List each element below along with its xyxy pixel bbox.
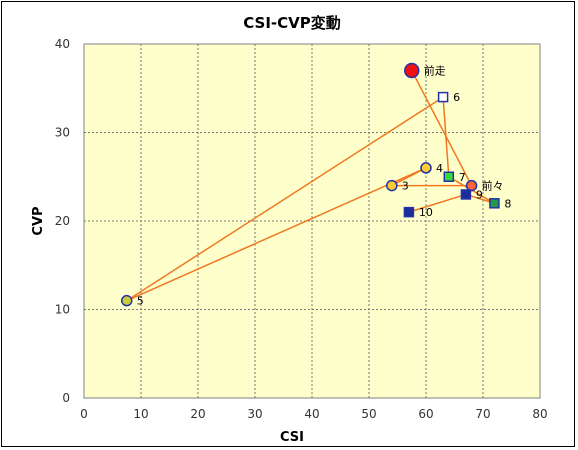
y-axis-label: CVP [31, 206, 46, 235]
y-tick-label: 40 [55, 37, 70, 51]
data-point [465, 179, 478, 192]
trajectory-segment [126, 96, 444, 302]
trajectory-segment [411, 70, 473, 186]
grid-lines [84, 44, 540, 398]
data-point [489, 198, 500, 209]
x-tick-label: 80 [532, 407, 547, 421]
y-tick-labels: 0 10 20 30 40 [55, 37, 70, 405]
x-tick-label: 20 [190, 407, 205, 421]
data-points [121, 62, 500, 307]
x-tick-label: 40 [304, 407, 319, 421]
data-point [460, 189, 472, 200]
point-label: 前々 [482, 179, 504, 193]
point-label: 10 [419, 206, 433, 219]
y-tick-label: 0 [62, 391, 70, 405]
data-point [437, 91, 449, 103]
trajectory-segment [126, 167, 427, 302]
point-label: 9 [476, 188, 483, 201]
point-label: 8 [504, 197, 511, 210]
y-tick-label: 30 [55, 126, 70, 140]
point-label: 7 [459, 171, 466, 184]
x-tick-label: 0 [80, 407, 88, 421]
x-axis-label: CSI [280, 430, 304, 445]
x-tick-label: 10 [133, 407, 148, 421]
x-tick-labels: 0 10 20 30 40 50 60 70 80 [80, 407, 547, 421]
data-point [404, 62, 420, 79]
point-label: 5 [137, 295, 144, 308]
data-point [121, 294, 133, 307]
x-tick-label: 50 [361, 407, 376, 421]
trajectory-segment [442, 97, 450, 177]
trajectory-segment [408, 193, 467, 213]
data-point [420, 162, 432, 174]
x-tick-label: 60 [418, 407, 433, 421]
point-label: 4 [436, 162, 443, 175]
data-point [443, 171, 455, 182]
x-tick-label: 70 [475, 407, 490, 421]
point-label: 6 [453, 91, 460, 104]
point-label: 前走 [424, 64, 446, 78]
data-point [403, 206, 415, 218]
x-tick-label: 30 [247, 407, 262, 421]
point-label: 3 [402, 180, 409, 193]
y-tick-label: 20 [55, 214, 70, 228]
y-tick-label: 10 [55, 303, 70, 317]
data-point [386, 179, 398, 192]
chart-title: CSI-CVP変動 [243, 14, 341, 32]
